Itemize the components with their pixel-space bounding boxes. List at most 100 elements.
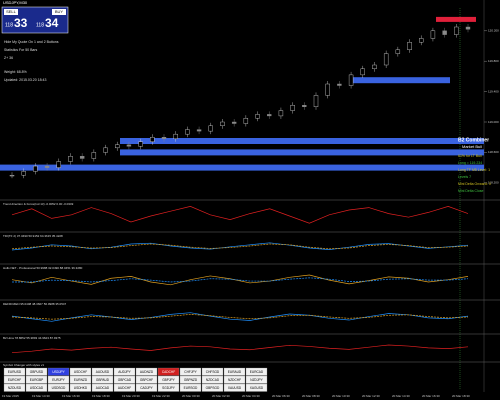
symbol-label[interactable]: EURAUD xyxy=(228,370,242,374)
symbol-button[interactable] xyxy=(179,383,202,392)
symbol-button[interactable] xyxy=(25,375,48,384)
symbol-label[interactable]: EURCAD xyxy=(250,370,264,374)
symbol-button[interactable] xyxy=(3,383,26,392)
support-zone xyxy=(120,138,484,144)
symbol-label[interactable]: AUDNZD xyxy=(140,370,154,374)
symbol-label[interactable]: EURGBP xyxy=(30,378,43,382)
symbol-button[interactable] xyxy=(113,367,136,376)
price-tick-label: 119.400 xyxy=(488,89,499,93)
symbol-button[interactable] xyxy=(201,375,224,384)
symbol-button[interactable] xyxy=(91,367,114,376)
support-zone xyxy=(0,164,484,171)
price-tick-label: 119.800 xyxy=(488,59,499,63)
symbol-button[interactable] xyxy=(223,367,246,376)
symbol-label[interactable]: USDSGD xyxy=(52,386,66,390)
symbol-button[interactable] xyxy=(47,375,70,384)
sell-label[interactable]: SELL xyxy=(6,9,17,14)
symbol-label[interactable]: CADJPY xyxy=(140,386,153,390)
support-zone xyxy=(350,77,450,84)
symbol-button[interactable] xyxy=(223,383,246,392)
time-label: 20 Mar 10:30 xyxy=(332,394,350,398)
symbol-button[interactable] xyxy=(135,375,158,384)
symbol-button[interactable] xyxy=(179,375,202,384)
symbol-label[interactable]: EURSGD xyxy=(184,386,198,390)
symbol-button[interactable] xyxy=(47,383,70,392)
buy-label[interactable]: BUY xyxy=(55,9,64,14)
symbol-label[interactable]: GBPJPY xyxy=(162,378,175,382)
buy-button[interactable] xyxy=(52,9,66,15)
symbol-label[interactable]: EURNZD xyxy=(74,378,88,382)
symbol-button[interactable] xyxy=(3,367,26,376)
symbol-button[interactable] xyxy=(69,367,92,376)
panel-title: B2 Hma 78.8652 55.3893 44.9623 87.9375 xyxy=(3,336,61,340)
symbol-button[interactable] xyxy=(69,383,92,392)
symbol-label[interactable]: USDCHF xyxy=(74,370,87,374)
time-label: 20 Mar 04:30 xyxy=(242,394,260,398)
symbol-button[interactable] xyxy=(91,375,114,384)
ask-prefix: 118 xyxy=(36,22,44,28)
symbol-button[interactable] xyxy=(25,383,48,392)
symbol-button[interactable] xyxy=(179,367,202,376)
symbol-label[interactable]: GBPSGD xyxy=(206,386,220,390)
symbol-label[interactable]: NZDCAD xyxy=(206,378,220,382)
symbol-label[interactable]: AUDJPY xyxy=(118,370,131,374)
symbol-label[interactable]: GBPUSD xyxy=(30,370,44,374)
candle xyxy=(138,141,143,147)
symbol-label[interactable]: AUDCHF xyxy=(118,386,131,390)
time-label: 20 Mar 12:30 xyxy=(362,394,380,398)
symbol-button[interactable] xyxy=(3,375,26,384)
symbol-button[interactable] xyxy=(113,375,136,384)
indicator-line xyxy=(11,274,469,286)
panel-title: Hulls NET - Professional 50.9988 32.0490… xyxy=(3,266,83,270)
symbol-label[interactable]: CHFJPY xyxy=(184,370,197,374)
symbol-label[interactable]: GBPCHF xyxy=(140,378,153,382)
symbol-button[interactable] xyxy=(223,375,246,384)
symbol-label[interactable]: EURCHF xyxy=(8,378,21,382)
symbol-button[interactable] xyxy=(201,367,224,376)
symbol-label[interactable]: GBPNZD xyxy=(184,378,198,382)
symbol-button[interactable] xyxy=(135,367,158,376)
symbol-button[interactable] xyxy=(91,383,114,392)
symbol-label[interactable]: XAGUSD xyxy=(250,386,264,390)
symbol-label[interactable]: CADCHF xyxy=(162,370,175,374)
candle xyxy=(465,26,471,30)
combiner-line: Mini Delta Onward: 3 xyxy=(458,182,491,186)
symbol-button[interactable] xyxy=(157,383,180,392)
candle xyxy=(173,133,178,139)
symbol-button[interactable] xyxy=(69,375,92,384)
symbol-button[interactable] xyxy=(245,375,268,384)
symbol-button[interactable] xyxy=(157,367,180,376)
symbol-label[interactable]: GBPCAD xyxy=(118,378,132,382)
candle xyxy=(33,165,38,172)
symbol-label[interactable]: USDCAD xyxy=(30,386,44,390)
symbol-button[interactable] xyxy=(245,383,268,392)
price-tick-label: 118.600 xyxy=(488,150,499,154)
symbol-button[interactable] xyxy=(113,383,136,392)
symbol-label[interactable]: NZDCHF xyxy=(228,378,241,382)
time-label: 19 Mar 18:30 xyxy=(92,394,110,398)
symbol-label[interactable]: CHFSGD xyxy=(206,370,220,374)
symbol-label[interactable]: SGDJPY xyxy=(162,386,176,390)
symbol-label[interactable]: AUDCAD xyxy=(96,386,110,390)
symbol-button[interactable] xyxy=(25,367,48,376)
symbol-button[interactable] xyxy=(245,367,268,376)
support-zone xyxy=(120,149,484,156)
symbol-label[interactable]: EURJPY xyxy=(52,378,65,382)
symbol-label[interactable]: NZDUSD xyxy=(8,386,22,390)
symbol-label[interactable]: USDJPY xyxy=(52,370,65,374)
symbol-button[interactable] xyxy=(135,383,158,392)
symbol-label[interactable]: XAUUSD xyxy=(228,386,242,390)
symbol-button[interactable] xyxy=(201,383,224,392)
candle xyxy=(44,165,50,168)
price-tick-label: 119.000 xyxy=(488,120,499,124)
sell-button[interactable] xyxy=(4,9,18,15)
symbol-button[interactable] xyxy=(157,375,180,384)
symbol-label[interactable]: AUDUSD xyxy=(96,370,110,374)
symbol-label[interactable]: GBPAUD xyxy=(96,378,110,382)
symbol-label[interactable]: USDHKD xyxy=(74,386,88,390)
candle xyxy=(150,136,155,142)
symbol-label[interactable]: EURUSD xyxy=(8,370,22,374)
symbol-button[interactable] xyxy=(47,367,70,376)
symbol-label[interactable]: NZDJPY xyxy=(250,378,263,382)
price-tick-label: 120.200 xyxy=(488,29,499,33)
